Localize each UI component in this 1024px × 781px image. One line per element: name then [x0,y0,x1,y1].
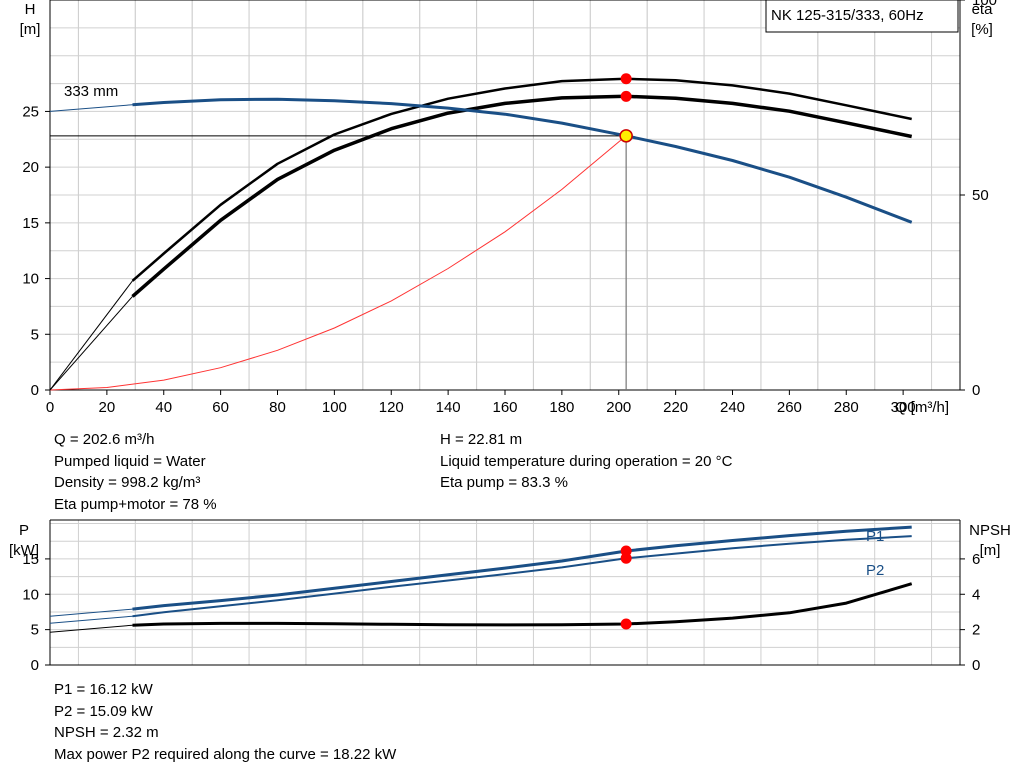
y-tick-label: 5 [31,622,39,639]
x-tick-label: 80 [269,399,286,416]
power-operating-point [620,552,632,564]
y-tick-label: 5 [31,326,39,343]
x-tick-label: 220 [663,399,688,416]
y2-tick-label: 0 [972,657,980,674]
y-axis-unit: [m] [20,21,41,38]
y-tick-label: 15 [22,215,39,232]
efficiency-operating-point [620,73,632,85]
y2-axis-unit: [m] [980,542,1001,559]
liquid-temperature-readout: Liquid temperature during operation = 20… [440,452,733,470]
y2-tick-label: 50 [972,187,989,204]
efficiency-curve-pump-motor [131,94,913,298]
head-efficiency-plot: 0 20 40 60 80 100 120 140 160 180 200 220 240 260 280 3… [20,0,997,416]
power-curve-extension [49,608,133,617]
x-tick-label: 240 [720,399,745,416]
y-tick-label: 10 [22,271,39,288]
y-tick-label: 0 [31,382,39,399]
p1-readout: P1 = 16.12 kW [54,681,153,698]
legend-box-label: NK 125-315/333, 60Hz [771,7,924,24]
lower-info: P1 = 16.12 kW P2 = 15.09 kW NPSH = 2.32 … [54,679,396,765]
power-curve-extension [49,615,133,624]
legend-box-frame [765,0,959,33]
grid [50,0,960,390]
x-tick-label: 140 [436,399,461,416]
x-tick-label: 160 [492,399,517,416]
p1-curve [132,525,912,611]
y-tick-label: 15 [22,551,39,568]
y-tick-label: 20 [22,159,39,176]
x-axis-label: Q [m³/h] [895,399,949,416]
y-axis-label: P [19,522,29,539]
eta-pump-readout: Eta pump = 83.3 % [440,474,568,491]
y-tick-label: 10 [22,586,39,603]
x-tick-label: 20 [99,399,116,416]
p1-series-label: P1 [866,528,884,545]
x-tick-label: 260 [777,399,802,416]
grid [50,520,960,665]
flow-readout: Q = 202.6 m³/h [54,431,155,448]
efficiency-curve-extension [49,280,133,391]
y2-tick-label: 0 [972,382,980,399]
p2-readout: P2 = 15.09 kW [54,702,153,720]
duty-point-marker [619,129,633,143]
x-tick-label: 300 [891,399,916,416]
legend-box: NK 125-315/333, 60Hz [765,0,959,33]
y2-axis-label: eta [972,1,994,18]
y2-axis-unit: [%] [971,21,993,38]
pumped-liquid-readout: Pumped liquid = Water [54,452,206,470]
pump-curve-chart: 0 20 40 60 80 100 120 140 160 180 200 220 240 260 280 3… [9,0,1011,674]
p2-curve [132,535,912,618]
efficiency-curve-extension [49,296,133,391]
x-tick-label: 180 [549,399,574,416]
max-power-readout: Max power P2 required along the curve = … [54,745,397,763]
head-curve [132,97,913,224]
y-axis-unit: [kW] [9,542,39,559]
y2-tick-label: 100 [972,0,997,9]
upper-info-left: Q = 202.6 m³/h Pumped liquid = Water Den… [54,429,217,515]
x-tick-label: 60 [212,399,229,416]
y-tick-label: 0 [31,657,39,674]
x-tick-label: 40 [155,399,172,416]
density-readout: Density = 998.2 kg/m³ [54,474,201,491]
y2-axis-label: NPSH [969,522,1011,539]
npsh-readout: NPSH = 2.32 m [54,724,159,741]
x-tick-label: 280 [834,399,859,416]
head-readout: H = 22.81 m [440,431,523,448]
y-axis-label: H [25,1,36,18]
x-tick-label: 120 [379,399,404,416]
impeller-diameter-label: 333 mm [64,83,118,100]
x-tick-label: 100 [322,399,347,416]
head-curve-extension [49,104,133,112]
npsh-curve-extension [49,624,133,633]
efficiency-operating-point [620,90,632,102]
upper-info-right: H = 22.81 m Liquid temperature during op… [440,429,732,494]
eta-pump-motor-readout: Eta pump+motor = 78 % [54,495,217,513]
x-tick-label: 200 [606,399,631,416]
y2-tick-label: 6 [972,551,980,568]
efficiency-curve-pump [131,77,912,282]
y2-tick-label: 2 [972,622,980,639]
p2-series-label: P2 [866,562,884,579]
system-curve [49,135,627,391]
power-npsh-plot: 0 5 10 15 0 2 4 6 P [kW] NPSH [m] P1 P2 [9,519,1011,674]
npsh-curve [132,582,913,627]
y-tick-label: 25 [22,103,39,120]
y2-tick-label: 4 [972,586,980,603]
power-operating-point [620,618,632,630]
x-tick-label: 0 [46,399,54,416]
